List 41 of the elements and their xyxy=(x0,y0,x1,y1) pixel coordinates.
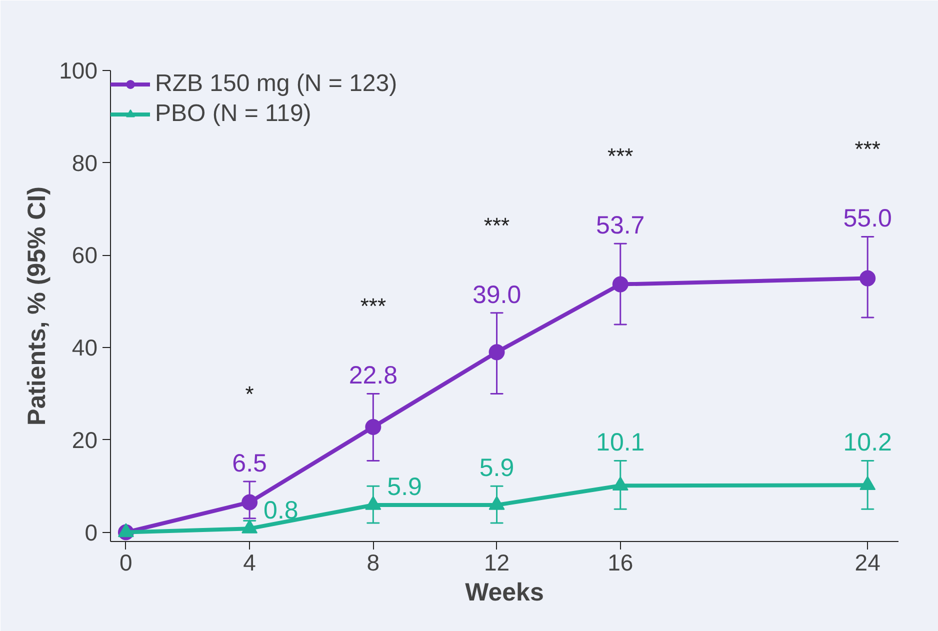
point xyxy=(488,344,505,360)
point xyxy=(488,496,505,510)
point xyxy=(365,496,382,510)
point xyxy=(365,418,382,435)
legend-label: PBO (N = 119) xyxy=(155,100,312,128)
x-tick-label: 4 xyxy=(243,550,256,576)
data-label: 39.0 xyxy=(472,280,522,309)
x-tick-label: 16 xyxy=(608,550,634,576)
y-tick-label: 40 xyxy=(72,334,98,361)
data-label: 10.1 xyxy=(596,428,645,457)
annotation: *** xyxy=(360,294,386,319)
x-tick-label: 8 xyxy=(366,550,380,576)
data-label: 0.8 xyxy=(264,496,298,525)
x-axis-title: Weeks xyxy=(465,578,544,606)
y-tick-label: 20 xyxy=(72,426,98,453)
point xyxy=(860,476,876,490)
point xyxy=(860,270,876,286)
y-tick-label: 100 xyxy=(59,58,98,84)
x-tick-label: 24 xyxy=(854,550,881,576)
y-tick-label: 60 xyxy=(72,242,98,268)
data-label: 10.2 xyxy=(843,428,892,457)
annotation: *** xyxy=(608,144,634,169)
x-tick-label: 12 xyxy=(484,550,510,576)
x-tick-label: 0 xyxy=(120,550,132,576)
data-label: 6.5 xyxy=(232,449,267,478)
data-label: 22.8 xyxy=(348,362,398,390)
data-label: 55.0 xyxy=(843,204,892,233)
data-label: 5.9 xyxy=(479,454,514,482)
y-axis-title: Patients, % (95% CI) xyxy=(23,186,52,426)
point xyxy=(118,523,134,538)
annotation: * xyxy=(245,381,254,406)
y-tick-label: 0 xyxy=(84,519,98,546)
annotation: *** xyxy=(854,136,881,162)
y-tick-label: 80 xyxy=(72,150,98,176)
annotation: *** xyxy=(484,212,510,238)
point xyxy=(612,476,628,490)
data-label: 5.9 xyxy=(387,473,422,502)
point xyxy=(242,519,258,534)
data-label: 53.7 xyxy=(596,212,645,240)
legend-label: RZB 150 mg (N = 123) xyxy=(155,70,398,98)
point xyxy=(612,276,628,292)
